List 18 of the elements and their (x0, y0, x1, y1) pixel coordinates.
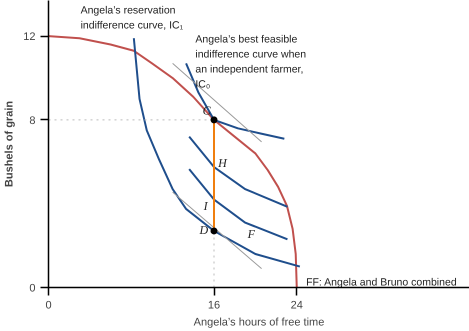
x-tick-label: 24 (290, 300, 303, 312)
x-tick-label: 0 (45, 300, 52, 312)
annotation: I (202, 198, 209, 213)
y-tick-label: 0 (29, 282, 36, 294)
y-tick-label: 8 (29, 114, 36, 127)
y-tick-label: 12 (23, 31, 36, 44)
annotation: F (246, 227, 256, 242)
annotation: H (217, 156, 228, 170)
annotation: Angela’s reservation indifference curve, IC₁ (80, 4, 184, 32)
x-axis-title: Angela’s hours of free time (194, 316, 324, 328)
annotation: Angela’s best feasible indifference curve when an independent farmer, IC₀ (195, 33, 306, 90)
line-series (188, 136, 288, 208)
annotation: C (202, 103, 212, 118)
annotation: FF: Angela and Bruno combined (306, 276, 457, 288)
x-tick-label: 16 (208, 300, 220, 312)
annotation: D (198, 222, 209, 237)
line-series (188, 168, 288, 240)
y-axis-title: Bushels of grain (3, 100, 16, 188)
